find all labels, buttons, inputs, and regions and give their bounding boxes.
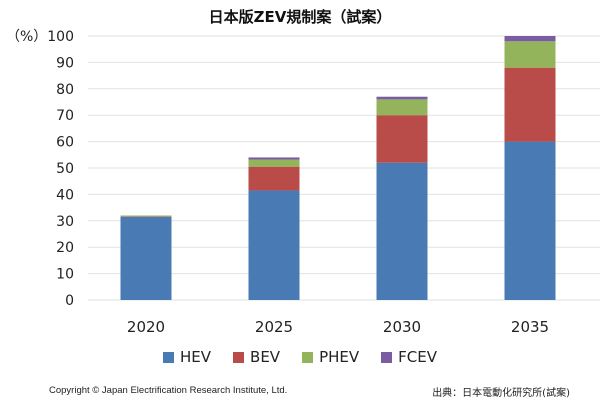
bar-phev-2020 <box>120 215 172 217</box>
legend-item-fcev: FCEV <box>381 348 437 366</box>
bar-hev-2035 <box>504 141 556 300</box>
bar-phev-2030 <box>376 99 428 116</box>
bar-bev-2035 <box>504 67 556 142</box>
bar-fcev-2025 <box>248 157 300 160</box>
x-tick-label: 2020 <box>127 318 165 336</box>
bar-hev-2020 <box>120 216 172 300</box>
y-tick-label: 0 <box>65 293 74 309</box>
x-tick-label: 2025 <box>255 318 293 336</box>
y-tick-label: 10 <box>56 267 74 283</box>
legend: HEV BEV PHEV FCEV <box>0 348 600 366</box>
legend-item-phev: PHEV <box>302 348 359 366</box>
legend-swatch <box>302 351 314 363</box>
y-tick-label: 60 <box>56 135 74 151</box>
y-tick-label: 50 <box>56 161 74 177</box>
legend-item-bev: BEV <box>233 348 280 366</box>
y-tick-label: 20 <box>56 240 74 256</box>
y-tick-label: 40 <box>56 187 74 203</box>
bar-bev-2025 <box>248 166 300 191</box>
y-tick-label: 70 <box>56 108 74 124</box>
chart-title: 日本版ZEV規制案（試案） <box>208 8 392 26</box>
x-tick-label: 2030 <box>383 318 421 336</box>
y-tick-label: 80 <box>56 82 74 98</box>
bar-phev-2025 <box>248 159 300 167</box>
y-axis-unit: （%） <box>6 29 48 45</box>
y-tick-label: 30 <box>56 214 74 230</box>
legend-item-hev: HEV <box>163 348 211 366</box>
legend-label: FCEV <box>398 348 437 366</box>
legend-swatch <box>233 351 245 363</box>
source-note: 出典：日本電動化研究所(試案) <box>432 388 570 399</box>
legend-label: HEV <box>180 348 212 366</box>
bar-fcev-2030 <box>376 96 428 100</box>
bar-bev-2020 <box>120 216 172 217</box>
bar-fcev-2035 <box>504 36 556 42</box>
y-tick-label: 90 <box>56 55 74 71</box>
bar-hev-2025 <box>248 190 300 300</box>
legend-label: BEV <box>250 348 281 366</box>
bar-bev-2030 <box>376 115 428 163</box>
legend-swatch <box>381 351 393 363</box>
bar-hev-2030 <box>376 162 428 300</box>
bar-phev-2035 <box>504 41 556 68</box>
y-tick-label: 100 <box>47 29 74 45</box>
legend-label: PHEV <box>319 348 360 366</box>
copyright: Copyright © Japan Electrification Resear… <box>49 385 288 396</box>
legend-swatch <box>163 351 174 363</box>
x-tick-label: 2035 <box>511 318 549 336</box>
